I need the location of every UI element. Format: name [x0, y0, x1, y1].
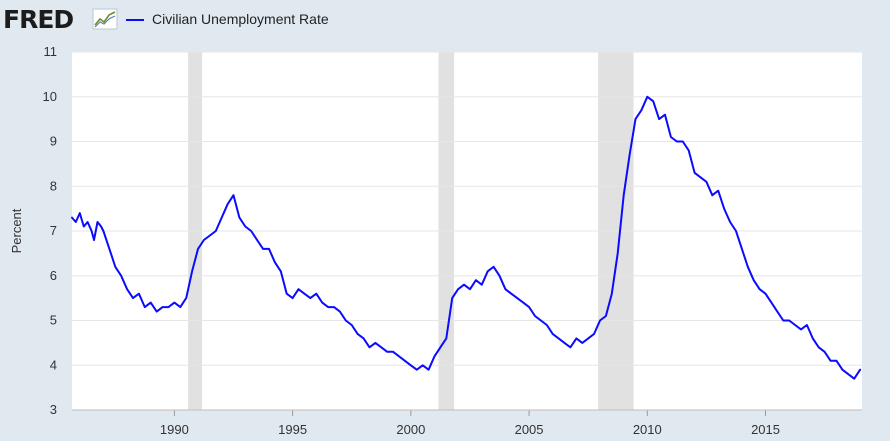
y-tick-label: 11: [44, 44, 58, 59]
x-tick-label: 2010: [633, 422, 662, 437]
y-tick-label: 3: [50, 402, 57, 417]
x-tick-label: 2005: [515, 422, 544, 437]
y-tick-label: 8: [50, 178, 57, 193]
x-tick-label: 2015: [751, 422, 780, 437]
trend-chart-icon: [92, 8, 118, 30]
series-line: [71, 95, 862, 380]
y-tick-label: 6: [50, 268, 57, 283]
y-tick-label: 7: [50, 223, 57, 238]
fred-logo[interactable]: FRED: [3, 5, 74, 34]
x-tick-label: 1990: [160, 422, 189, 437]
y-tick-label: 10: [43, 89, 57, 104]
x-tick-label: 2000: [396, 422, 425, 437]
chart-header: FRED Civilian Unemployment Rate: [0, 0, 890, 44]
legend-swatch: [126, 19, 144, 21]
y-tick-label: 9: [50, 134, 57, 149]
legend-label: Civilian Unemployment Rate: [152, 11, 329, 27]
y-tick-label: 5: [50, 313, 57, 328]
y-axis-label: Percent: [9, 208, 24, 253]
y-tick-label: 4: [50, 357, 57, 372]
x-tick-label: 1995: [278, 422, 307, 437]
